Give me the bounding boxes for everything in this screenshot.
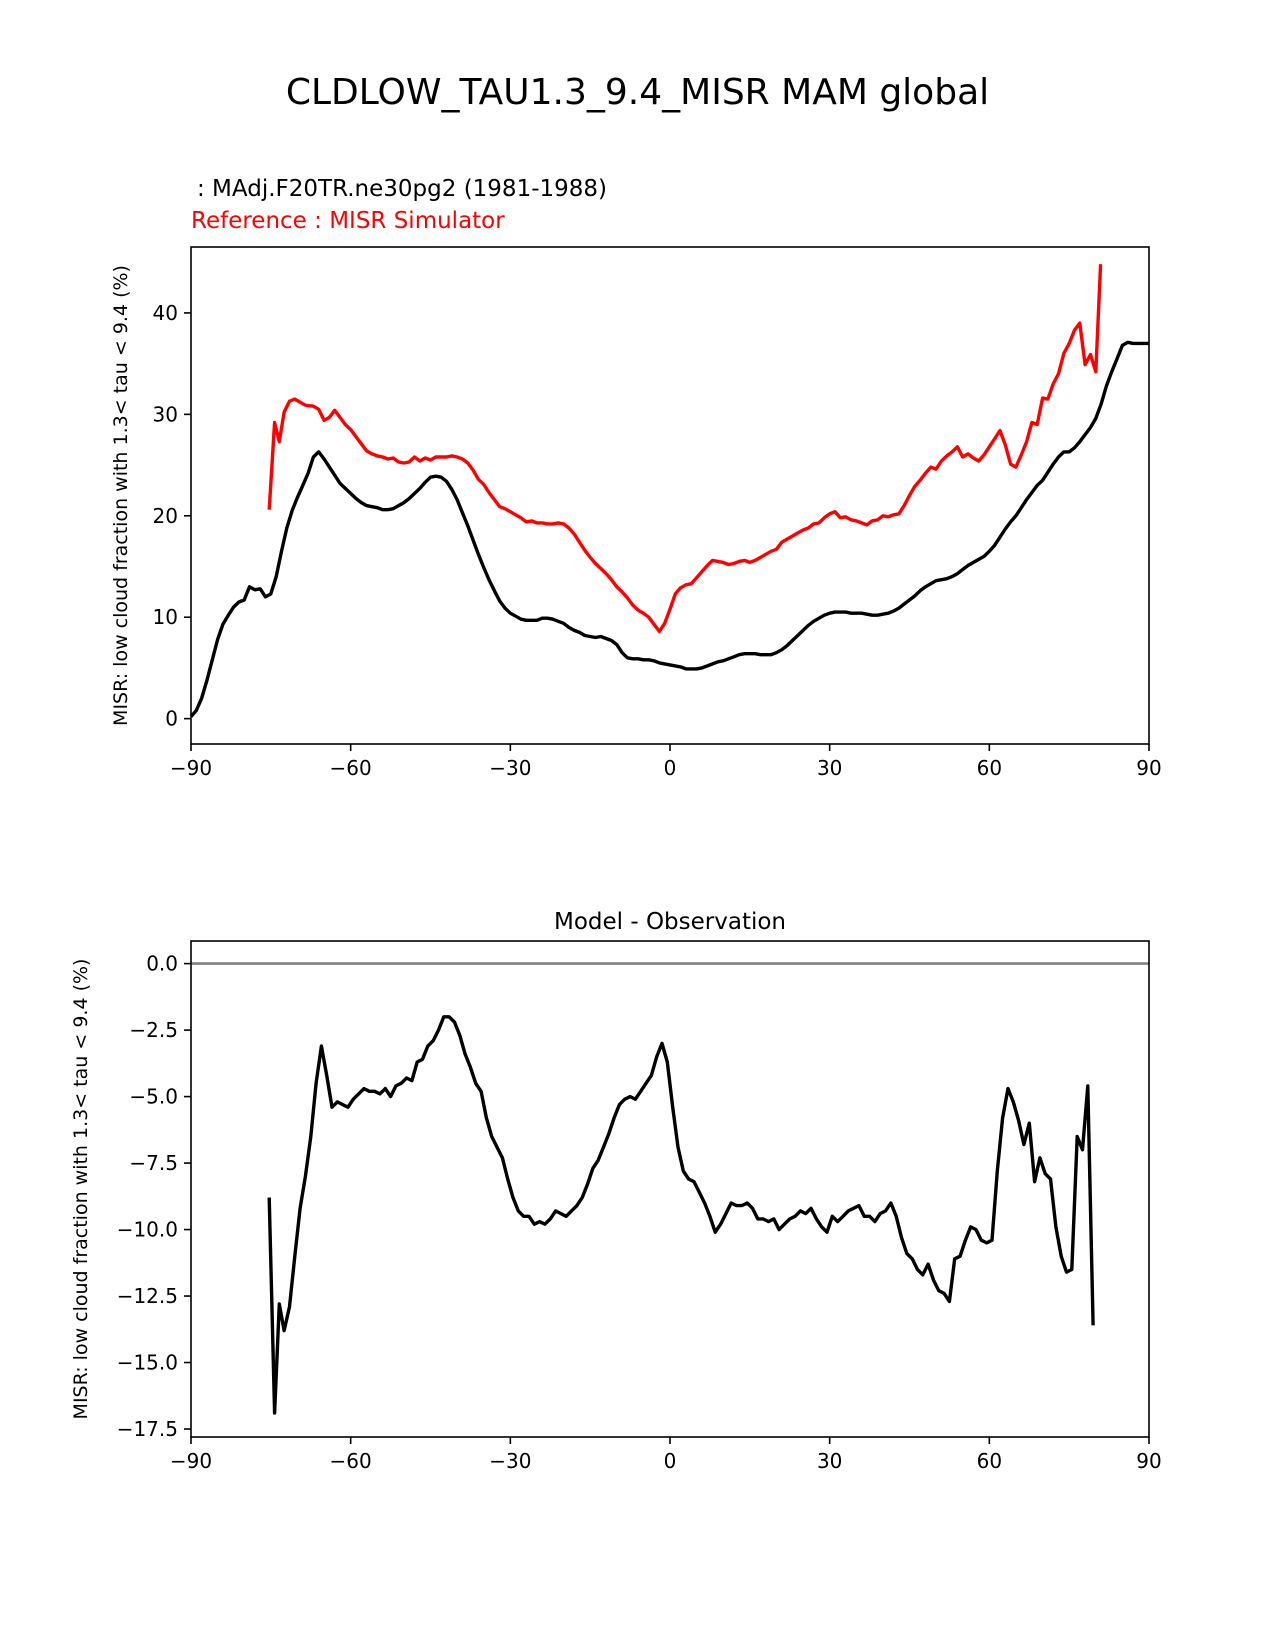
top-series-misr-simulator — [267, 264, 1103, 634]
bottom-y-tick-label: −17.5 — [117, 1417, 178, 1441]
figure-title: CLDLOW_TAU1.3_9.4_MISR MAM global — [285, 72, 990, 113]
bottom-y-tick-label: −15.0 — [117, 1351, 178, 1375]
bottom-series-model-observation — [267, 1015, 1095, 1415]
bottom-y-tick-label: −7.5 — [129, 1151, 178, 1175]
bottom-panel-title: Model - Observation — [554, 909, 786, 935]
legend-reference-entry: Reference : MISR Simulator — [191, 208, 505, 234]
top-x-tick-label: 0 — [664, 756, 677, 780]
bottom-y-tick-label: −12.5 — [117, 1284, 178, 1308]
top-y-tick-label: 20 — [153, 504, 178, 528]
top-panel-climatology: −90 −60 −30 0 30 60 90 0 10 20 30 40 MISR: low cloud… — [110, 246, 1162, 780]
bottom-y-tick-label: 0.0 — [146, 952, 178, 976]
top-y-tick-label: 10 — [153, 605, 178, 629]
bottom-axes-frame — [190, 940, 1150, 1438]
bottom-x-tick-label: 0 — [664, 1449, 677, 1473]
bottom-x-tick-label: −60 — [330, 1449, 372, 1473]
top-x-tick-label: −60 — [330, 756, 372, 780]
bottom-y-tick-label: −10.0 — [117, 1218, 178, 1242]
top-y-tick-label: 0 — [165, 707, 178, 731]
top-axes-frame — [190, 246, 1150, 745]
bottom-x-tick-label: −30 — [489, 1449, 531, 1473]
top-y-axis-title: MISR: low cloud fraction with 1.3< tau <… — [110, 265, 132, 726]
bottom-y-axis-title: MISR: low cloud fraction with 1.3< tau <… — [70, 959, 92, 1420]
top-series-madj-f20tr-ne30pg2-1981-1988 — [189, 340, 1149, 718]
top-y-tick-label: 40 — [153, 301, 178, 325]
bottom-x-tick-label: −90 — [170, 1449, 212, 1473]
top-x-tick-label: −30 — [489, 756, 531, 780]
bottom-y-tick-label: −5.0 — [129, 1085, 178, 1109]
top-y-tick-label: 30 — [153, 402, 178, 426]
top-x-tick-label: 60 — [977, 756, 1002, 780]
top-x-tick-label: 90 — [1136, 756, 1161, 780]
bottom-panel-difference: −90 −60 −30 0 30 60 90 0.0 −2.5 −5.0 −7.5 −10.0 −12.… — [70, 909, 1162, 1473]
top-x-tick-label: 30 — [817, 756, 842, 780]
bottom-x-tick-label: 90 — [1136, 1449, 1161, 1473]
bottom-x-tick-label: 30 — [817, 1449, 842, 1473]
bottom-y-tick-label: −2.5 — [129, 1018, 178, 1042]
legend-test-entry: : MAdj.F20TR.ne30pg2 (1981-1988) — [197, 176, 608, 202]
top-x-tick-label: −90 — [170, 756, 212, 780]
bottom-x-tick-label: 60 — [977, 1449, 1002, 1473]
